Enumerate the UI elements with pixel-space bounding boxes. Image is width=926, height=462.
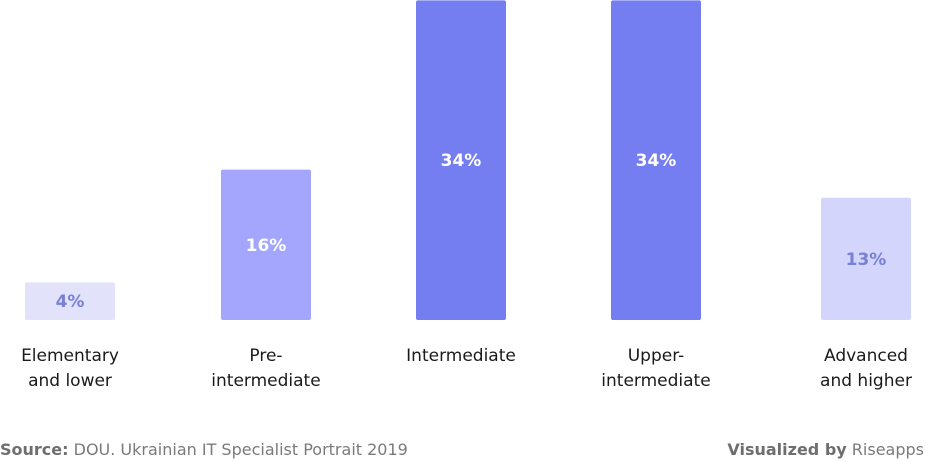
bar-2 — [221, 169, 311, 320]
bar-value-label-2: 16% — [246, 236, 287, 256]
category-label-2-line-2: intermediate — [211, 371, 320, 391]
bar-value-label-1: 4% — [56, 292, 85, 312]
category-label-5-line-1: Advanced — [824, 346, 908, 366]
source-text: DOU. Ukrainian IT Specialist Portrait 20… — [73, 440, 408, 459]
category-label-4-line-2: intermediate — [601, 371, 710, 391]
bar-value-label-4: 34% — [636, 151, 677, 171]
bar-1 — [25, 282, 115, 320]
visualized-by-credit: Visualized by Riseapps — [727, 438, 924, 462]
category-label-5-line-2: and higher — [820, 371, 912, 391]
bar-5 — [821, 197, 911, 320]
category-label-4-line-1: Upper- — [628, 346, 685, 366]
source-label: Source: — [0, 440, 69, 459]
bar-value-label-5: 13% — [846, 250, 887, 270]
category-label-2-line-1: Pre- — [249, 346, 282, 366]
category-label-3-line-1: Intermediate — [406, 346, 516, 366]
source-note: Source: DOU. Ukrainian IT Specialist Por… — [0, 438, 408, 462]
category-label-1-line-1: Elementary — [21, 346, 119, 366]
category-label-1-line-2: and lower — [28, 371, 112, 391]
credit-text: Riseapps — [851, 440, 924, 459]
credit-label: Visualized by — [727, 440, 847, 459]
bar-3 — [416, 0, 506, 321]
bar-4 — [611, 0, 701, 321]
bar-value-label-3: 34% — [441, 151, 482, 171]
